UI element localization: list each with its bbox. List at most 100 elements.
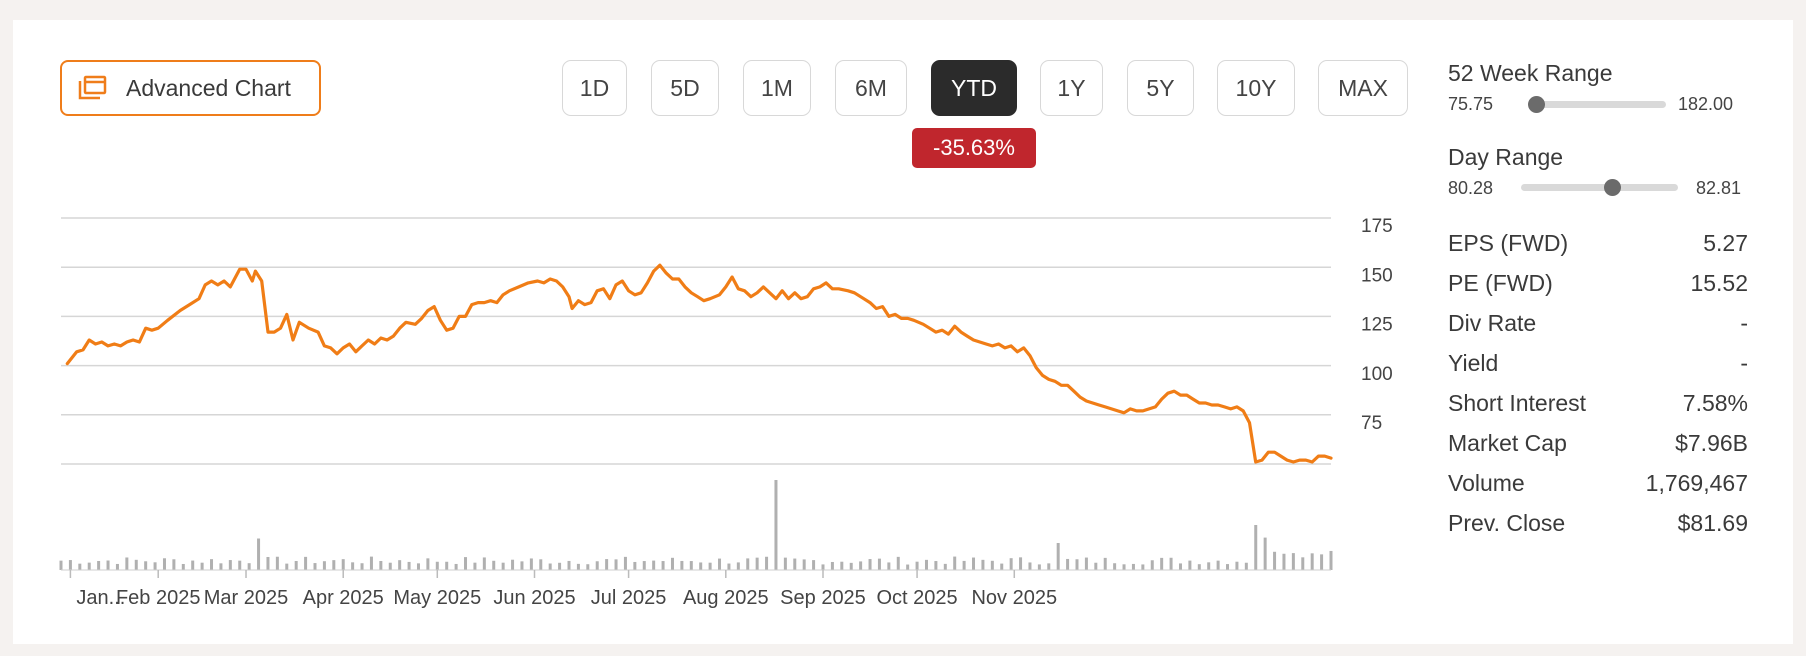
week52-range-marker	[1527, 96, 1545, 113]
volume-bar	[1009, 558, 1013, 570]
volume-bar	[134, 559, 138, 570]
x-tick-label: Mar 2025	[204, 587, 289, 609]
volume-bar	[87, 562, 91, 570]
volume-bar	[435, 561, 439, 570]
volume-bar	[887, 562, 891, 570]
stat-row-prev-close: Prev. Close $81.69	[1448, 508, 1748, 538]
volume-bar	[210, 559, 214, 570]
week52-high: 182.00	[1678, 94, 1734, 114]
stat-label: PE (FWD)	[1448, 269, 1553, 296]
volume-bar	[840, 561, 844, 570]
volume-bar	[605, 559, 609, 570]
y-tick-label: 75	[1361, 413, 1382, 434]
volume-bar	[736, 562, 740, 570]
volume-bar	[934, 561, 938, 570]
stat-label: Market Cap	[1448, 429, 1567, 456]
x-tick-label: Jun 2025	[493, 587, 575, 609]
period-1m[interactable]: 1M	[743, 60, 811, 116]
volume-bar	[981, 559, 985, 570]
volume-bar	[426, 558, 430, 570]
volume-bar	[407, 561, 411, 570]
volume-bar	[511, 559, 515, 570]
volume-bar	[972, 557, 976, 570]
volume-bar	[398, 560, 402, 570]
week52-low: 75.75	[1448, 94, 1494, 114]
stat-value: $81.69	[1677, 509, 1748, 536]
period-5d[interactable]: 5D	[651, 60, 719, 116]
stat-value: 5.27	[1703, 229, 1748, 256]
stat-label: Prev. Close	[1448, 509, 1566, 536]
volume-bar	[1216, 560, 1220, 570]
volume-bar	[915, 561, 919, 570]
x-tick-label: Sep 2025	[780, 587, 866, 609]
volume-bar	[520, 561, 524, 570]
volume-bar	[623, 556, 627, 570]
stat-row-short-interest: Short Interest 7.58%	[1448, 388, 1748, 418]
volume-bar	[97, 561, 101, 570]
volume-bar	[332, 560, 336, 570]
volume-bar	[416, 563, 420, 570]
period-5y[interactable]: 5Y	[1127, 60, 1194, 116]
x-tick-label: Jul 2025	[591, 587, 667, 609]
volume-bar	[746, 558, 750, 570]
volume-bar	[962, 560, 966, 570]
volume-bar	[642, 561, 646, 570]
y-tick-label: 175	[1361, 216, 1393, 237]
day-range-marker	[1604, 179, 1622, 196]
volume-bar	[68, 560, 72, 570]
period-max[interactable]: MAX	[1318, 60, 1408, 116]
volume-bar	[1207, 562, 1211, 570]
volume-bar	[783, 557, 787, 570]
volume-bar	[567, 560, 571, 570]
volume-bar	[1273, 551, 1277, 570]
period-change-badge: -35.63%	[912, 128, 1036, 168]
volume-bar	[454, 563, 458, 570]
volume-bar	[1113, 563, 1117, 570]
volume-bar	[1310, 553, 1314, 570]
chart-card	[13, 20, 1793, 644]
advanced-chart-label: Advanced Chart	[126, 74, 291, 101]
day-range-bar	[1521, 184, 1678, 191]
period-10y[interactable]: 10Y	[1217, 60, 1295, 116]
volume-bar	[341, 559, 345, 570]
volume-bar	[558, 562, 562, 570]
advanced-chart-button[interactable]: Advanced Chart	[60, 60, 321, 116]
stat-label: Yield	[1448, 349, 1499, 376]
volume-bar	[445, 561, 449, 570]
volume-bar	[219, 563, 223, 570]
volume-bar	[1169, 557, 1173, 570]
volume-bar	[78, 563, 82, 570]
volume-bar	[275, 556, 279, 570]
stat-label: EPS (FWD)	[1448, 229, 1569, 256]
x-tick-label: Jan...	[76, 587, 125, 609]
volume-bar	[727, 563, 731, 570]
price-chart[interactable]: 75 100 125 150 175 Jan...Feb 2025 Mar 2025 Apr …	[0, 0, 1440, 656]
volume-bar	[1141, 564, 1145, 570]
volume-bar	[680, 560, 684, 570]
volume-bar	[812, 560, 816, 570]
period-1d[interactable]: 1D	[562, 60, 627, 116]
volume-bar	[360, 563, 364, 570]
stat-value: -	[1740, 309, 1748, 336]
x-tick-label: May 2025	[393, 587, 481, 609]
price-line	[65, 263, 1333, 464]
volume-bar	[586, 564, 590, 570]
volume-bar	[633, 561, 637, 570]
volume-bar	[162, 558, 166, 570]
chart-window-icon	[78, 75, 108, 101]
volume-bar	[1056, 543, 1060, 570]
period-1y[interactable]: 1Y	[1040, 60, 1103, 116]
period-ytd[interactable]: YTD	[931, 60, 1017, 116]
volume-bar	[115, 563, 119, 570]
stat-label: Short Interest	[1448, 389, 1587, 416]
volume-bar	[59, 560, 63, 570]
volume-bar	[1188, 560, 1192, 570]
volume-bar	[304, 556, 308, 570]
volume-bar	[464, 557, 468, 570]
stat-label: Volume	[1448, 469, 1525, 496]
volume-bar	[125, 557, 129, 570]
x-tick-label: Nov 2025	[971, 587, 1057, 609]
volume-bar	[172, 559, 176, 570]
period-6m[interactable]: 6M	[835, 60, 907, 116]
volume-bar	[868, 559, 872, 570]
